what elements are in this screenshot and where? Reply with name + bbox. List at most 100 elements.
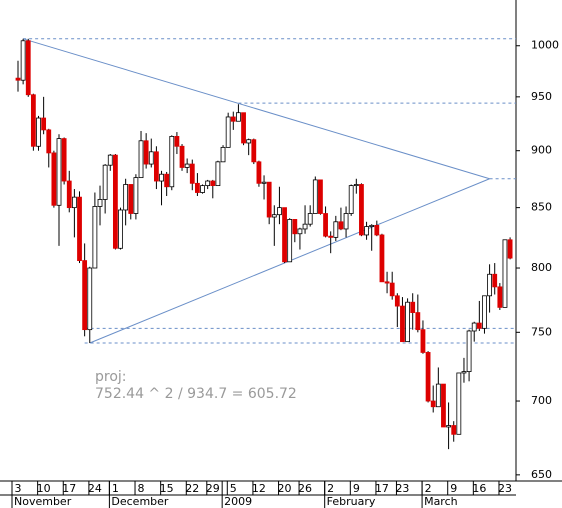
candle-body xyxy=(107,154,113,166)
month-label: 2009 xyxy=(224,495,252,508)
candle-body xyxy=(56,138,62,206)
candle-body xyxy=(200,185,205,193)
candle-body xyxy=(502,239,508,308)
candle-body xyxy=(328,235,334,238)
candle-body xyxy=(441,383,446,428)
candle-body xyxy=(359,184,364,236)
candle-body xyxy=(471,322,477,332)
x-tick-label: 15 xyxy=(160,482,174,495)
candle-body xyxy=(66,180,72,209)
candle-body xyxy=(92,206,98,269)
candle-body xyxy=(323,213,328,237)
x-tick-label: 8 xyxy=(138,482,145,495)
candle-body xyxy=(461,371,467,374)
x-tick-label: 17 xyxy=(62,482,76,495)
y-tick-label: 900 xyxy=(531,144,552,157)
candle-body xyxy=(251,139,257,163)
x-tick-label: 20 xyxy=(278,482,292,495)
trendline xyxy=(22,38,490,180)
candle-body xyxy=(36,117,41,147)
candle-body xyxy=(112,154,118,249)
candle-body xyxy=(389,282,395,297)
candle-body xyxy=(230,116,236,122)
x-tick-label: 24 xyxy=(88,482,102,495)
candle-body xyxy=(246,139,252,144)
x-tick-label: 17 xyxy=(375,482,389,495)
x-tick-label: 23 xyxy=(395,482,409,495)
candle-body xyxy=(466,330,472,372)
x-tick-label: 2 xyxy=(425,482,432,495)
month-label: March xyxy=(424,495,458,508)
candle-body xyxy=(297,228,303,235)
candle-body xyxy=(102,164,108,200)
candle-body xyxy=(410,301,416,313)
candle-body xyxy=(154,151,159,182)
candle-body xyxy=(184,163,190,168)
candle-body xyxy=(77,196,82,261)
candle-body xyxy=(205,180,211,187)
candle-body xyxy=(487,273,492,297)
candle-body xyxy=(164,173,170,188)
candle-body xyxy=(148,151,154,165)
candle-body xyxy=(318,179,323,214)
candle-body xyxy=(138,140,144,179)
candle-body xyxy=(369,224,375,227)
candle-body xyxy=(20,40,26,81)
candle-body xyxy=(41,117,47,131)
candle-body xyxy=(159,173,164,182)
candle-body xyxy=(497,286,503,308)
month-label: November xyxy=(14,495,72,508)
y-tick-label: 1000 xyxy=(531,39,559,52)
candle-body xyxy=(118,209,123,249)
candle-body xyxy=(379,234,385,283)
candle-body xyxy=(451,425,457,435)
candle-body xyxy=(338,221,344,230)
x-tick-label: 23 xyxy=(498,482,512,495)
candle-body xyxy=(25,40,31,96)
annotation: 752.44 ^ 2 / 934.7 = 605.72 xyxy=(95,386,297,402)
candle-body xyxy=(15,77,21,81)
x-tick-label: 5 xyxy=(230,482,237,495)
candle-body xyxy=(277,207,282,216)
x-tick-label: 10 xyxy=(37,482,51,495)
candle-body xyxy=(384,281,390,284)
candle-body xyxy=(195,182,200,193)
x-tick-label: 9 xyxy=(353,482,360,495)
candle-body xyxy=(143,140,149,165)
month-label: February xyxy=(327,495,376,508)
candle-body xyxy=(128,184,134,214)
candle-body xyxy=(46,129,52,154)
candle-body xyxy=(282,207,287,263)
candle-body xyxy=(456,372,462,435)
y-tick-label: 800 xyxy=(531,261,552,274)
candle-body xyxy=(71,196,77,209)
candle-body xyxy=(353,184,359,187)
x-tick-label: 29 xyxy=(206,482,220,495)
candle-body xyxy=(51,152,57,206)
candle-body xyxy=(82,260,88,331)
candle-body xyxy=(312,179,318,214)
x-tick-label: 1 xyxy=(112,482,119,495)
candle-body xyxy=(374,224,380,236)
candle-body xyxy=(292,219,298,235)
y-tick-label: 700 xyxy=(531,394,552,407)
candle-body xyxy=(169,136,175,188)
candle-body xyxy=(302,223,308,230)
candle-body xyxy=(482,295,487,329)
candle-body xyxy=(405,301,410,343)
candle-body xyxy=(420,329,426,353)
y-tick-label: 850 xyxy=(531,201,552,214)
candle-body xyxy=(87,267,93,331)
candle-body xyxy=(287,219,293,263)
candle-body xyxy=(261,181,267,184)
candle-body xyxy=(210,180,216,187)
candle-body xyxy=(97,199,103,207)
candle-body xyxy=(348,185,354,214)
candle-body xyxy=(400,305,405,343)
candle-body xyxy=(30,94,36,147)
candle-body xyxy=(133,177,139,214)
candle-body xyxy=(425,352,431,402)
candle-body xyxy=(343,213,349,230)
candle-body xyxy=(476,322,482,329)
